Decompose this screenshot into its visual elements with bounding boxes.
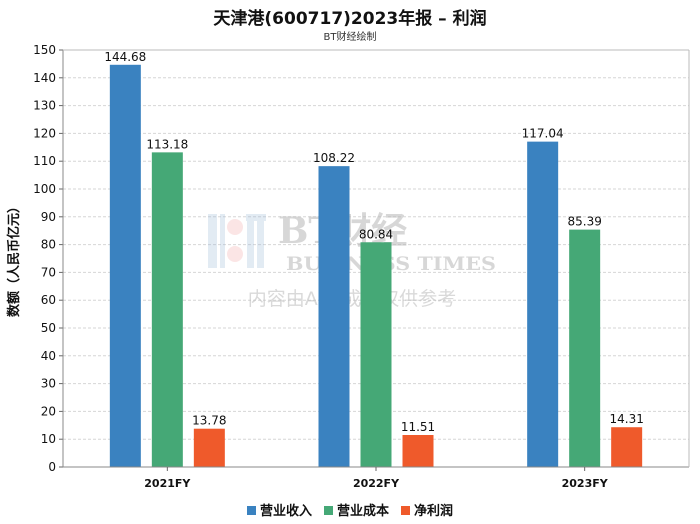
y-tick-label: 120 xyxy=(33,126,56,140)
bar xyxy=(611,427,643,467)
data-label: 117.04 xyxy=(522,127,564,141)
y-tick-label: 90 xyxy=(41,210,56,224)
x-tick-label: 2023FY xyxy=(562,477,609,490)
y-tick-label: 80 xyxy=(41,238,56,252)
bar xyxy=(569,229,601,467)
legend-swatch xyxy=(323,506,333,515)
data-label: 11.51 xyxy=(401,420,435,434)
watermark-notice: 内容由AI生成，仅供参考 xyxy=(248,288,457,310)
y-tick-label: 150 xyxy=(33,43,56,57)
data-label: 144.68 xyxy=(104,50,146,64)
y-tick-label: 20 xyxy=(41,404,56,418)
bar xyxy=(109,64,141,467)
data-label: 80.84 xyxy=(359,227,393,241)
y-tick-label: 110 xyxy=(33,154,56,168)
data-label: 113.18 xyxy=(146,137,188,151)
chart-title: 天津港(600717)2023年报 – 利润 xyxy=(213,9,487,29)
bar xyxy=(151,152,183,467)
legend-item: 营业成本 xyxy=(323,500,389,519)
x-tick-label: 2022FY xyxy=(353,477,400,490)
data-label: 108.22 xyxy=(313,151,355,165)
chart-subtitle: BT财经绘制 xyxy=(323,32,377,43)
y-tick-label: 30 xyxy=(41,377,56,391)
y-tick-label: 60 xyxy=(41,293,56,307)
legend-item: 净利润 xyxy=(401,500,453,519)
y-tick-label: 40 xyxy=(41,349,56,363)
legend-swatch xyxy=(401,506,410,515)
legend-label: 净利润 xyxy=(414,504,454,519)
legend-swatch xyxy=(246,506,256,515)
y-tick-label: 130 xyxy=(33,99,56,113)
axes: 0 10 20 30 40 50 60 70 80 90 100 110 120 130 140 150 202… xyxy=(33,43,690,490)
bar xyxy=(193,428,225,467)
y-axis-label: 数额（人民币亿元） xyxy=(6,200,22,317)
bar xyxy=(402,435,434,467)
bar xyxy=(360,242,392,467)
y-tick-label: 100 xyxy=(33,182,56,196)
x-tick-label: 2021FY xyxy=(144,477,191,490)
bars xyxy=(109,64,643,468)
data-label: 13.78 xyxy=(192,414,226,428)
data-labels: 144.68 113.18 13.78 108.22 80.84 11.51 117.04 8… xyxy=(104,50,644,434)
legend-label: 营业成本 xyxy=(336,504,389,519)
watermark-logo-icon xyxy=(208,214,266,268)
legend: 营业收入 营业成本 净利润 xyxy=(0,500,700,519)
data-label: 85.39 xyxy=(567,215,601,229)
y-tick-label: 50 xyxy=(41,321,56,335)
bar xyxy=(527,141,559,468)
data-label: 14.31 xyxy=(609,412,643,426)
legend-label: 营业收入 xyxy=(259,504,312,519)
bar xyxy=(318,166,350,467)
y-tick-label: 70 xyxy=(41,265,56,279)
y-tick-label: 10 xyxy=(41,432,56,446)
y-tick-label: 0 xyxy=(48,460,56,474)
y-tick-label: 140 xyxy=(33,71,56,85)
legend-item: 营业收入 xyxy=(246,500,312,519)
